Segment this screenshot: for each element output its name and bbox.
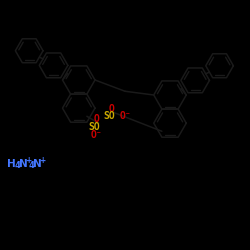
Text: H: H <box>8 159 16 169</box>
Text: O: O <box>108 104 114 114</box>
Text: +: + <box>40 156 46 165</box>
Text: 4: 4 <box>14 161 20 170</box>
Text: N: N <box>33 159 42 169</box>
Text: O⁻: O⁻ <box>90 130 102 140</box>
Text: O: O <box>93 114 99 124</box>
Text: N: N <box>19 159 28 169</box>
Text: SO: SO <box>104 111 115 121</box>
Text: SO: SO <box>88 122 100 132</box>
Text: O⁻: O⁻ <box>119 111 131 121</box>
Text: 4: 4 <box>29 161 34 170</box>
Text: +: + <box>25 156 31 165</box>
